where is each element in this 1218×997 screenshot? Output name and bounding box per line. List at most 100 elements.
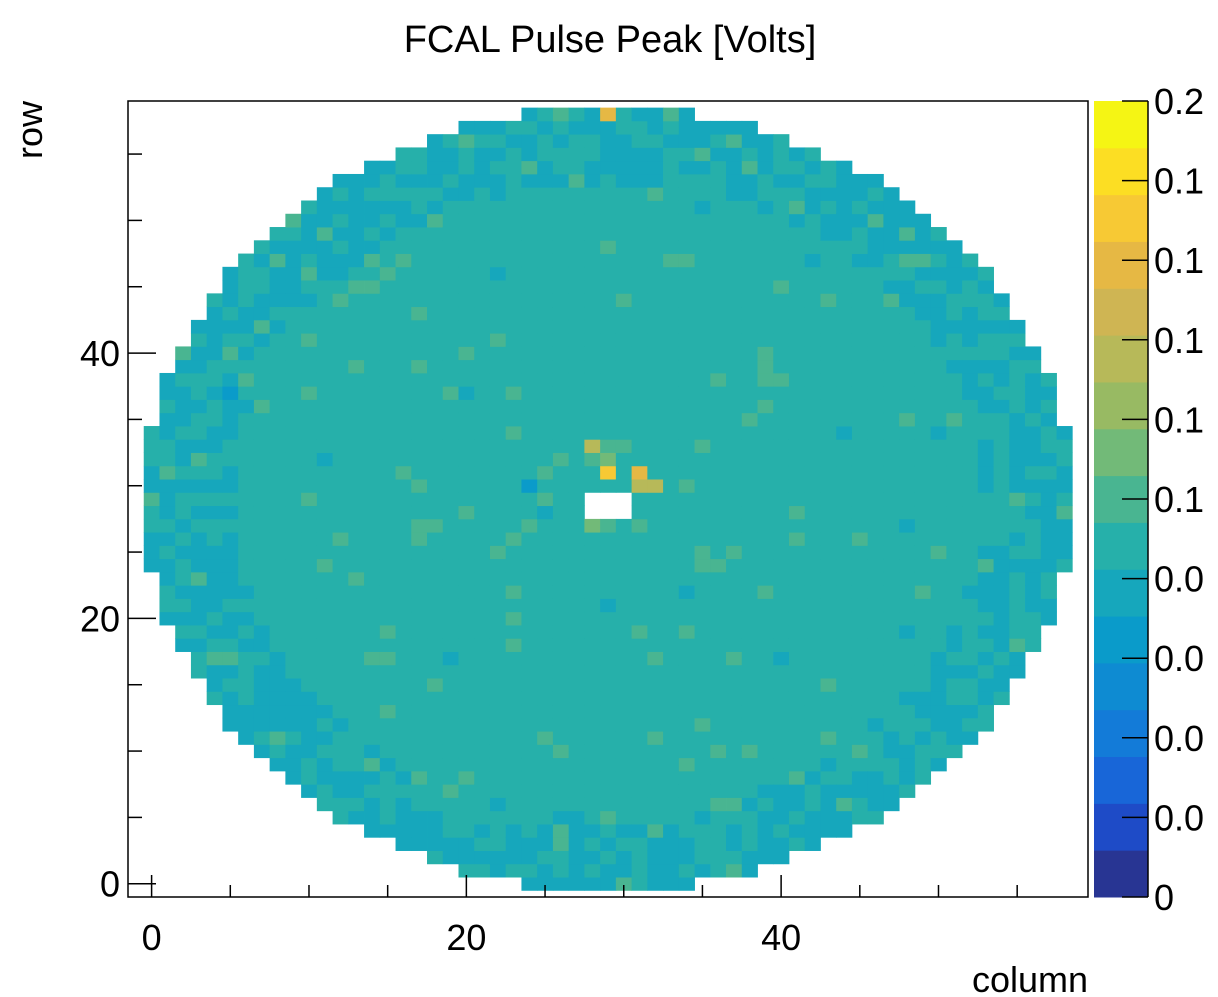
heatmap-cell: [977, 439, 994, 453]
heatmap-cell: [615, 227, 633, 241]
heatmap-cell: [427, 452, 444, 467]
heatmap-cell: [631, 625, 648, 639]
heatmap-cell: [379, 558, 396, 573]
heatmap-cell: [442, 280, 459, 294]
heatmap-cell: [993, 518, 1010, 533]
heatmap-cell: [600, 638, 617, 652]
heatmap-cell: [883, 532, 900, 546]
heatmap-cell: [568, 625, 585, 639]
heatmap-cell: [741, 134, 758, 148]
heatmap-cell: [301, 306, 318, 321]
heatmap-cell: [678, 863, 695, 878]
heatmap-cell: [505, 465, 522, 480]
heatmap-cell: [222, 678, 239, 692]
heatmap-cell: [962, 611, 979, 626]
heatmap-cell: [521, 664, 538, 679]
heatmap-cell: [552, 691, 570, 706]
heatmap-cell: [568, 651, 585, 666]
heatmap-cell: [379, 306, 396, 321]
heatmap-cell: [631, 240, 648, 254]
heatmap-cell: [552, 585, 570, 599]
heatmap-cell: [993, 625, 1010, 639]
heatmap-cell: [883, 638, 900, 652]
heatmap-cell: [647, 200, 664, 215]
heatmap-cell: [301, 333, 318, 347]
heatmap-cell: [552, 744, 570, 759]
heatmap-cell: [175, 412, 192, 427]
heatmap-cell: [238, 625, 255, 639]
heatmap-cell: [1025, 346, 1042, 361]
heatmap-cell: [316, 372, 333, 387]
heatmap-cell: [584, 187, 601, 201]
heatmap-cell: [726, 227, 743, 241]
heatmap-cell: [379, 505, 396, 520]
heatmap-cell: [615, 797, 633, 812]
heatmap-cell: [663, 306, 680, 321]
heatmap-cell: [678, 426, 695, 440]
heatmap-cell: [977, 359, 994, 374]
heatmap-cell: [663, 173, 680, 188]
heatmap-cell: [1040, 452, 1057, 467]
heatmap-cell: [348, 439, 365, 453]
heatmap-cell: [379, 678, 396, 692]
heatmap-cell: [899, 664, 916, 679]
heatmap-cell: [474, 731, 491, 745]
heatmap-cell: [977, 306, 994, 321]
heatmap-cell: [899, 744, 916, 759]
heatmap-cell: [993, 505, 1010, 520]
heatmap-cell: [946, 240, 963, 254]
heatmap-cell: [159, 505, 176, 520]
heatmap-cell: [757, 532, 774, 546]
heatmap-cell: [427, 704, 444, 719]
heatmap-cell: [820, 532, 837, 546]
heatmap-cell: [851, 439, 869, 453]
heatmap-cell: [678, 452, 695, 467]
heatmap-cell: [820, 439, 837, 453]
heatmap-cell: [1025, 625, 1042, 639]
heatmap-cell: [175, 346, 192, 361]
heatmap-cell: [505, 797, 522, 812]
heatmap-cell: [442, 426, 459, 440]
heatmap-cell: [379, 280, 396, 294]
heatmap-cell: [584, 651, 601, 666]
heatmap-cell: [175, 439, 192, 453]
heatmap-cell: [521, 173, 538, 188]
heatmap-cell: [505, 585, 522, 599]
heatmap-cell: [647, 293, 664, 308]
heatmap-cell: [851, 664, 869, 679]
heatmap-cell: [269, 651, 286, 666]
heatmap-cell: [1025, 452, 1042, 467]
heatmap-cell: [836, 571, 853, 586]
heatmap-cell: [301, 558, 318, 573]
colorbar-tick-label: 0: [1154, 877, 1174, 918]
heatmap-cell: [710, 240, 727, 254]
heatmap-cell: [993, 691, 1010, 706]
heatmap-cell: [851, 173, 869, 188]
heatmap-cell: [726, 200, 743, 215]
heatmap-cell: [678, 797, 695, 812]
heatmap-cell: [521, 160, 538, 175]
heatmap-cell: [505, 134, 522, 148]
heatmap-cell: [190, 346, 208, 361]
heatmap-cell: [615, 213, 633, 228]
heatmap-cell: [442, 412, 459, 427]
heatmap-cell: [505, 691, 522, 706]
heatmap-cell: [836, 505, 853, 520]
heatmap-cell: [741, 492, 758, 507]
heatmap-cell: [993, 532, 1010, 546]
heatmap-cell: [899, 784, 916, 798]
heatmap-cell: [584, 372, 601, 387]
heatmap-cell: [474, 227, 491, 241]
heatmap-cell: [694, 160, 711, 175]
heatmap-cell: [820, 518, 837, 533]
heatmap-cell: [788, 479, 806, 493]
colorbar-segment: [1094, 756, 1148, 804]
heatmap-cell: [411, 664, 428, 679]
heatmap-cell: [552, 147, 570, 162]
heatmap-cell: [710, 160, 727, 175]
heatmap-cell: [993, 571, 1010, 586]
heatmap-cell: [458, 333, 475, 347]
heatmap-cell: [474, 770, 491, 785]
heatmap-cell: [474, 545, 491, 560]
heatmap-cell: [726, 160, 743, 175]
